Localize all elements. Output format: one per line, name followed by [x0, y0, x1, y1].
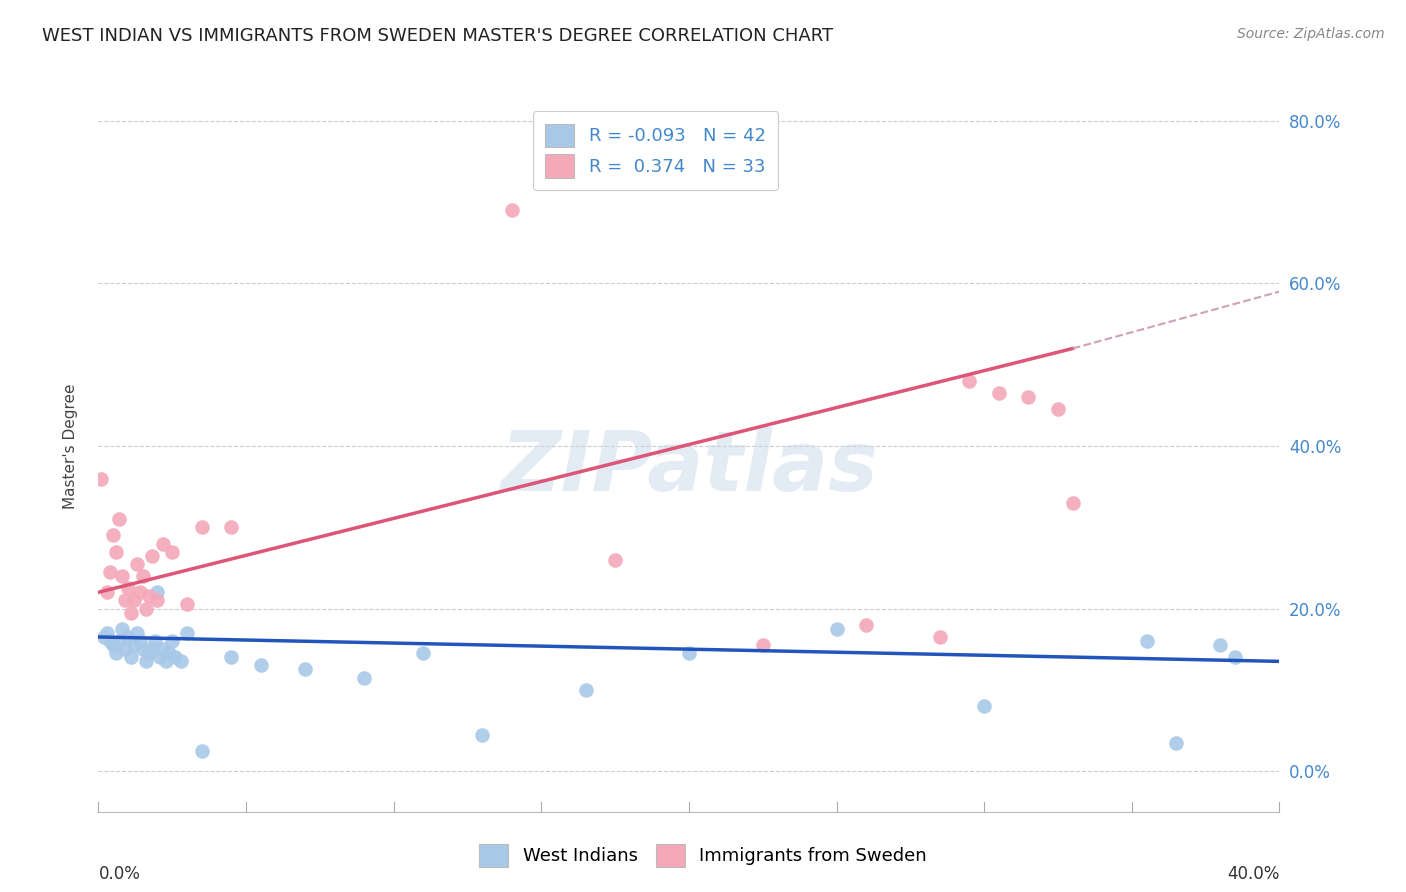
Point: [988, 386, 1011, 401]
Point: [96, 626, 118, 640]
Point: [143, 634, 166, 648]
Point: [103, 528, 125, 542]
Point: [146, 593, 169, 607]
Point: [1225, 650, 1247, 665]
Point: [138, 646, 160, 660]
Point: [117, 581, 139, 595]
Point: [752, 638, 775, 652]
Point: [125, 557, 148, 571]
Point: [120, 650, 142, 665]
Point: [132, 642, 155, 657]
Point: [93, 630, 115, 644]
Point: [353, 671, 375, 685]
Point: [959, 374, 981, 388]
Y-axis label: Master's Degree: Master's Degree: [63, 384, 77, 508]
Point: [108, 634, 131, 648]
Text: ZIPatlas: ZIPatlas: [501, 427, 877, 508]
Point: [125, 626, 148, 640]
Point: [105, 544, 128, 558]
Point: [471, 727, 494, 741]
Point: [501, 203, 523, 218]
Point: [114, 593, 136, 607]
Point: [157, 646, 180, 660]
Point: [111, 569, 134, 583]
Point: [929, 630, 952, 644]
Point: [176, 598, 198, 612]
Text: 40.0%: 40.0%: [1227, 864, 1279, 882]
Point: [176, 626, 198, 640]
Point: [152, 642, 174, 657]
Legend: West Indians, Immigrants from Sweden: West Indians, Immigrants from Sweden: [472, 837, 934, 874]
Point: [1047, 402, 1070, 417]
Point: [141, 642, 163, 657]
Point: [120, 606, 142, 620]
Text: Source: ZipAtlas.com: Source: ZipAtlas.com: [1237, 27, 1385, 41]
Point: [412, 646, 434, 660]
Point: [138, 590, 160, 604]
Point: [294, 663, 316, 677]
Point: [122, 593, 145, 607]
Point: [165, 650, 187, 665]
Point: [135, 601, 157, 615]
Point: [128, 634, 150, 648]
Point: [155, 654, 177, 668]
Point: [141, 549, 163, 563]
Point: [855, 617, 877, 632]
Point: [90, 471, 112, 485]
Point: [162, 544, 183, 558]
Point: [98, 565, 121, 579]
Point: [678, 646, 700, 660]
Point: [1062, 496, 1084, 510]
Point: [162, 634, 183, 648]
Point: [575, 682, 598, 697]
Point: [105, 646, 128, 660]
Text: 0.0%: 0.0%: [98, 864, 141, 882]
Point: [103, 638, 125, 652]
Point: [108, 512, 131, 526]
Point: [111, 622, 134, 636]
Point: [973, 699, 995, 714]
Point: [135, 654, 157, 668]
Point: [221, 520, 243, 534]
Point: [825, 622, 848, 636]
Point: [170, 654, 193, 668]
Point: [128, 585, 150, 599]
Point: [96, 585, 118, 599]
Point: [152, 536, 174, 550]
Point: [221, 650, 243, 665]
Point: [149, 650, 172, 665]
Point: [114, 642, 136, 657]
Point: [250, 658, 273, 673]
Point: [191, 520, 214, 534]
Point: [132, 569, 155, 583]
Text: WEST INDIAN VS IMMIGRANTS FROM SWEDEN MASTER'S DEGREE CORRELATION CHART: WEST INDIAN VS IMMIGRANTS FROM SWEDEN MA…: [42, 27, 834, 45]
Point: [1166, 736, 1188, 750]
Point: [1209, 638, 1232, 652]
Legend: R = -0.093   N = 42, R =  0.374   N = 33: R = -0.093 N = 42, R = 0.374 N = 33: [533, 112, 779, 190]
Point: [605, 553, 627, 567]
Point: [191, 744, 214, 758]
Point: [98, 634, 121, 648]
Point: [146, 585, 169, 599]
Point: [1018, 390, 1040, 404]
Point: [1136, 634, 1159, 648]
Point: [122, 638, 145, 652]
Point: [117, 630, 139, 644]
